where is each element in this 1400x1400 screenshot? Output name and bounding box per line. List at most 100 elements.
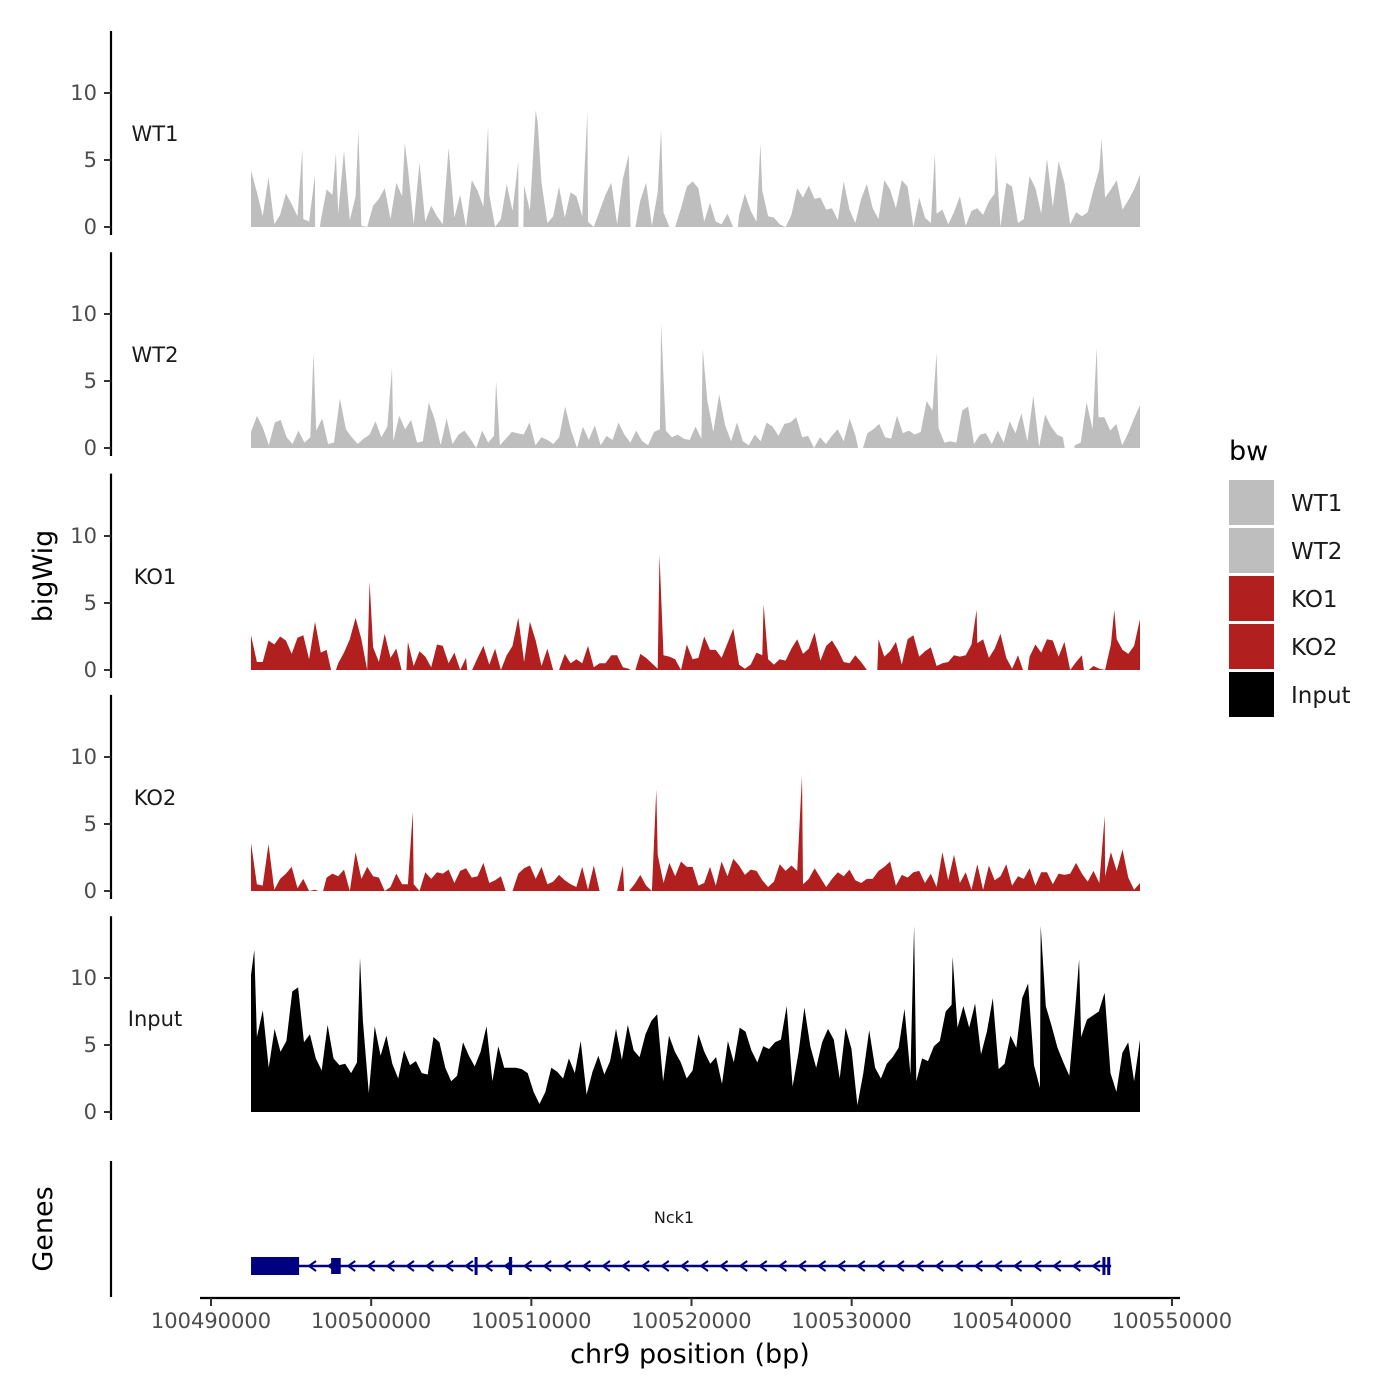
strand-arrow-6 — [424, 1260, 435, 1272]
track-ko2: 0 5 10 KO2 — [70, 694, 1140, 903]
track-label-input: Input — [128, 1007, 182, 1031]
strand-arrow-5 — [405, 1260, 415, 1272]
x-axis-ticks: 100490000 100500000 100510000 100520000 1005… — [151, 1298, 1232, 1333]
strand-arrow-33 — [954, 1260, 964, 1272]
track-input-y-tick-label-5: 5 — [84, 1033, 97, 1057]
track-ko1-y-tick-label-10: 10 — [70, 524, 97, 548]
track-input-y-tick-label-0: 0 — [84, 1100, 97, 1124]
x-tick-label-100550000: 100550000 — [1112, 1309, 1232, 1333]
x-tick-label-100530000: 100530000 — [792, 1309, 912, 1333]
strand-arrow-21 — [718, 1260, 729, 1272]
coverage-area-input — [251, 925, 1140, 1112]
gene-exon-4 — [1102, 1257, 1106, 1275]
strand-arrow-20 — [699, 1260, 709, 1272]
track-ko2-y-tick-label-10: 10 — [70, 745, 97, 769]
gene-exon-2 — [474, 1257, 478, 1275]
gene-exon-0 — [251, 1257, 300, 1275]
track-ko1-y-tick-label-5: 5 — [84, 591, 97, 615]
strand-arrow-16 — [620, 1260, 631, 1272]
track-wt1-y-tick-label-0: 0 — [84, 215, 97, 239]
strand-arrow-35 — [993, 1260, 1003, 1272]
strand-arrow-8 — [464, 1260, 474, 1272]
track-label-wt2: WT2 — [132, 343, 179, 367]
legend-title: bw — [1229, 436, 1268, 467]
track-ko1: 0 5 10 KO1 — [70, 473, 1140, 682]
track-label-wt1: WT1 — [132, 122, 179, 146]
track-input-y-tick-label-10: 10 — [70, 966, 97, 990]
strand-arrow-3 — [366, 1260, 376, 1272]
gene-exon-5 — [1107, 1257, 1111, 1275]
strand-arrow-14 — [581, 1260, 591, 1272]
legend-swatch-input — [1229, 672, 1274, 717]
strand-arrow-31 — [914, 1260, 925, 1272]
y-axis-title: bigWig — [28, 530, 59, 623]
strand-arrow-18 — [660, 1260, 670, 1272]
strand-arrow-25 — [797, 1260, 807, 1272]
x-tick-label-100520000: 100520000 — [631, 1309, 751, 1333]
legend-label-wt1: WT1 — [1291, 491, 1342, 517]
coverage-area-ko2 — [251, 775, 1140, 891]
track-wt2-y-tick-label-0: 0 — [84, 436, 97, 460]
strand-arrow-9 — [483, 1260, 493, 1272]
track-input: 0 5 10 Input — [70, 916, 1140, 1124]
gene-exon-1 — [331, 1258, 341, 1274]
strand-arrow-19 — [679, 1260, 689, 1272]
gene-label-nck1: Nck1 — [654, 1208, 694, 1227]
genes-panel: Genes Nck1 — [28, 1161, 1112, 1297]
gene-model-nck1 — [251, 1257, 1112, 1275]
genes-panel-title: Genes — [28, 1186, 59, 1271]
legend-label-wt2: WT2 — [1291, 539, 1342, 565]
strand-arrow-23 — [758, 1260, 768, 1272]
strand-arrow-29 — [875, 1260, 885, 1272]
strand-arrow-32 — [934, 1260, 944, 1272]
x-tick-label-100500000: 100500000 — [311, 1309, 431, 1333]
strand-arrow-36 — [1012, 1260, 1023, 1272]
coverage-area-wt1 — [251, 110, 1140, 227]
strand-arrow-22 — [738, 1260, 748, 1272]
strand-arrow-34 — [973, 1260, 983, 1272]
coverage-area-wt2 — [251, 323, 1140, 448]
strand-arrow-24 — [777, 1260, 787, 1272]
x-tick-label-100490000: 100490000 — [151, 1309, 271, 1333]
strand-arrow-11 — [522, 1260, 533, 1272]
legend-entries: WT1 WT2 KO1 KO2 Input — [1229, 480, 1351, 717]
strand-arrow-37 — [1032, 1260, 1042, 1272]
track-wt2-y-tick-label-5: 5 — [84, 369, 97, 393]
strand-arrow-28 — [856, 1260, 866, 1272]
legend-swatch-wt1 — [1229, 480, 1274, 525]
track-wt2: 0 5 10 WT2 — [70, 252, 1140, 460]
track-wt1: 0 5 10 WT1 — [70, 31, 1140, 239]
track-ko2-y-tick-label-0: 0 — [84, 879, 97, 903]
strand-arrow-40 — [1091, 1260, 1101, 1272]
strand-arrow-27 — [836, 1260, 846, 1272]
strand-arrow-7 — [444, 1260, 454, 1272]
strand-arrow-30 — [895, 1260, 905, 1272]
legend-label-ko2: KO2 — [1291, 635, 1338, 661]
strand-arrow-17 — [640, 1260, 650, 1272]
strand-arrow-12 — [542, 1260, 552, 1272]
x-tick-label-100540000: 100540000 — [952, 1309, 1072, 1333]
track-ko1-y-tick-label-0: 0 — [84, 658, 97, 682]
strand-arrow-0 — [307, 1260, 317, 1272]
track-wt2-y-tick-label-10: 10 — [70, 302, 97, 326]
strand-arrow-13 — [562, 1260, 572, 1272]
x-tick-label-100510000: 100510000 — [471, 1309, 591, 1333]
coverage-tracks: 0 5 10 WT1 0 5 10 WT2 0 5 10 KO1 0 5 10 KO2 0 5 10 Input — [70, 31, 1140, 1124]
strand-arrow-4 — [385, 1260, 395, 1272]
legend-swatch-wt2 — [1229, 528, 1274, 573]
strand-arrow-2 — [346, 1260, 356, 1272]
strand-arrow-15 — [601, 1260, 611, 1272]
coverage-area-ko1 — [251, 554, 1140, 670]
track-wt1-y-tick-label-5: 5 — [84, 148, 97, 172]
strand-arrow-39 — [1071, 1260, 1081, 1272]
x-axis: 100490000 100500000 100510000 100520000 1005… — [151, 1296, 1232, 1370]
gene-exon-3 — [508, 1257, 513, 1275]
legend-swatch-ko1 — [1229, 576, 1274, 621]
x-axis-title: chr9 position (bp) — [570, 1339, 810, 1370]
track-ko2-y-tick-label-5: 5 — [84, 812, 97, 836]
track-label-ko1: KO1 — [134, 565, 177, 589]
legend-swatch-ko2 — [1229, 624, 1274, 669]
strand-arrow-26 — [816, 1260, 827, 1272]
track-wt1-y-tick-label-10: 10 — [70, 81, 97, 105]
